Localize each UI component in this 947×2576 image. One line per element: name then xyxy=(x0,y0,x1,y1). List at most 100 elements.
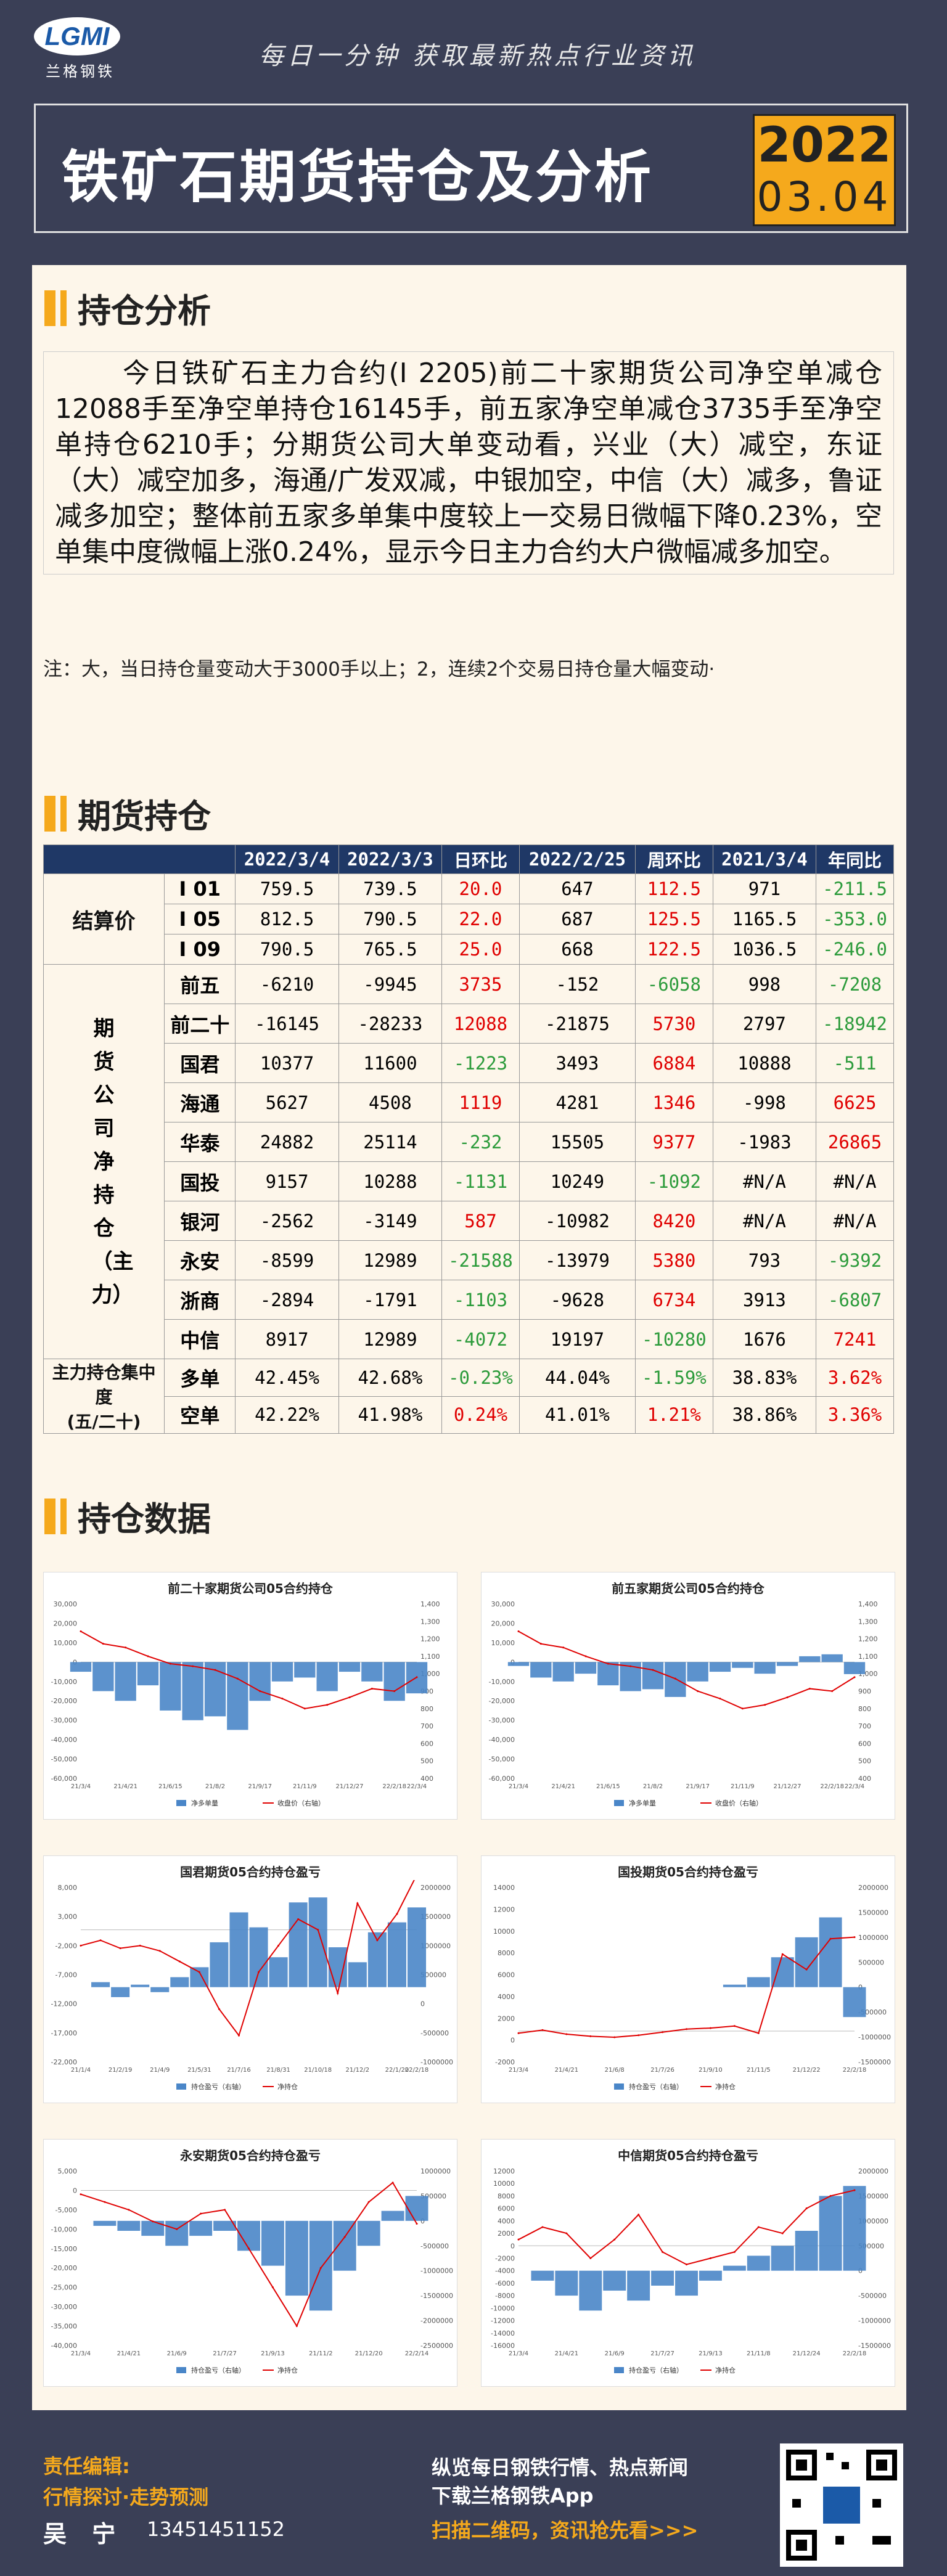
y-tick-label: -20,000 xyxy=(51,1697,77,1705)
series-bar xyxy=(776,1662,798,1666)
series-bar xyxy=(843,1987,866,2018)
series-point xyxy=(169,1662,171,1665)
column-header: 2022/3/4 xyxy=(235,844,339,874)
series-point xyxy=(343,2236,346,2238)
series-bar xyxy=(771,2246,794,2271)
series-bar xyxy=(361,1662,383,1682)
series-bar xyxy=(141,2220,165,2236)
qr-code[interactable] xyxy=(780,2443,903,2567)
section-title: 持仓数据 xyxy=(78,1500,211,1539)
series-point xyxy=(356,1902,359,1905)
y2-tick-label: -1000000 xyxy=(858,2317,891,2325)
table-cell: 10288 xyxy=(338,1161,443,1201)
footer-cta-link[interactable]: 扫描二维码，资讯抢先看>>> xyxy=(432,2519,699,2542)
y-tick-label: -50,000 xyxy=(51,1756,77,1764)
analysis-paragraph: 今日铁矿石主力合约(I 2205)前二十家期货公司净空单减仓12088手至净空单… xyxy=(43,351,894,574)
series-bar xyxy=(111,1987,130,1997)
y-tick-label: -20,000 xyxy=(51,2264,77,2272)
y-tick-label: -14000 xyxy=(491,2329,515,2337)
x-tick-label: 22/2/18 xyxy=(405,2067,429,2074)
series-point xyxy=(326,1704,329,1706)
legend-label: 净持仓 xyxy=(715,2366,736,2374)
y-tick-label: -8000 xyxy=(495,2292,515,2300)
series-point xyxy=(376,1939,379,1942)
series-bar xyxy=(552,1662,574,1682)
series-point xyxy=(853,1676,856,1678)
table-cell: 739.5 xyxy=(338,873,443,904)
series-point xyxy=(218,2008,220,2010)
date-box: 2022 03.04 xyxy=(753,114,896,226)
table-cell: -211.5 xyxy=(816,873,894,904)
series-point xyxy=(125,1646,127,1649)
y2-tick-label: 2000000 xyxy=(420,1884,451,1892)
series-bar xyxy=(170,1977,189,1987)
chart-card: 国君期货05合约持仓盈亏 8,000 3,000 -2,000 -7,000 -12,00… xyxy=(43,1855,457,2103)
table-cell: 812.5 xyxy=(235,904,339,934)
table-cell: 998 xyxy=(712,964,817,1004)
table-cell: -8599 xyxy=(235,1240,339,1280)
series-point xyxy=(248,2247,250,2250)
x-tick-label: 21/9/10 xyxy=(699,2067,723,2074)
table-cell: -152 xyxy=(519,964,636,1004)
table-cell: -9628 xyxy=(519,1280,636,1320)
x-tick-label: 21/2/19 xyxy=(109,2067,133,2074)
y2-tick-label: 500000 xyxy=(858,1958,884,1966)
series-bar xyxy=(597,1662,619,1686)
y-tick-label: -15,000 xyxy=(51,2245,77,2253)
table-cell: -4072 xyxy=(441,1319,520,1359)
series-point xyxy=(281,1698,284,1700)
legend-label: 净持仓 xyxy=(277,2366,298,2374)
y-tick-label: 10,000 xyxy=(54,1639,78,1647)
table-cell: 125.5 xyxy=(634,904,713,934)
series-point xyxy=(613,2238,616,2241)
legend-swatch xyxy=(614,2367,624,2373)
series-bar xyxy=(530,1662,552,1678)
y-tick-label: 8,000 xyxy=(58,1884,78,1892)
chart-svg: 5,000 0 -5,000 -10,000 -15,000 -20,000 -25,000… xyxy=(51,2167,453,2374)
y2-tick-label: 1500000 xyxy=(858,1908,888,1916)
series-point xyxy=(637,2034,640,2037)
section-marker xyxy=(44,1498,55,1534)
table-cell: 42.68% xyxy=(338,1359,443,1397)
y2-tick-label: 2000000 xyxy=(858,2167,888,2175)
table-cell: 19197 xyxy=(519,1319,636,1359)
y-tick-label: 0 xyxy=(510,2037,515,2045)
table-cell: 4508 xyxy=(338,1082,443,1122)
logo-badge: LGMI xyxy=(34,17,120,55)
footer-promo-1: 纵览每日钢铁行情、热点新闻 xyxy=(432,2456,689,2479)
qr-code-graphic xyxy=(786,2450,897,2561)
series-bar xyxy=(316,1662,338,1691)
y2-tick-label: -1000000 xyxy=(858,2034,891,2042)
table-cell: -1092 xyxy=(634,1161,713,1201)
section-title: 期货持仓 xyxy=(78,797,211,836)
y2-tick-label: 1500000 xyxy=(420,1913,451,1921)
table-cell: 3493 xyxy=(519,1043,636,1083)
y2-tick-label: -1500000 xyxy=(858,2058,891,2066)
series-point xyxy=(613,2036,616,2038)
series-bar xyxy=(309,2220,332,2311)
table-cell: 15505 xyxy=(519,1122,636,1162)
y-tick-label: -60,000 xyxy=(489,1775,515,1783)
y-tick-label: 20,000 xyxy=(491,1619,515,1627)
table-cell: -2562 xyxy=(235,1201,339,1241)
series-point xyxy=(805,2207,808,2210)
table-row: 浙商 -2894 -1791 -1103 -9628 6734 3913 -6807 xyxy=(44,1280,894,1320)
series-line xyxy=(80,1875,417,2037)
table-cell: #N/A xyxy=(816,1201,894,1241)
series-point xyxy=(371,1687,373,1690)
table-cell: 华泰 xyxy=(163,1122,236,1162)
column-header: 2021/3/4 xyxy=(712,844,817,874)
x-tick-label: 21/7/16 xyxy=(227,2067,251,2074)
y-tick-label: 2000 xyxy=(498,2014,515,2022)
series-bar xyxy=(182,1662,203,1720)
y-tick-label: -30,000 xyxy=(51,2303,77,2311)
table-cell: 38.86% xyxy=(712,1396,817,1434)
series-point xyxy=(392,2181,394,2184)
x-tick-label: 22/3/4 xyxy=(407,1783,427,1790)
x-tick-label: 21/3/4 xyxy=(71,2350,91,2357)
x-tick-label: 21/6/9 xyxy=(167,2350,187,2357)
x-tick-label: 22/2/18 xyxy=(382,1783,406,1790)
series-bar xyxy=(795,1937,818,1987)
series-bar xyxy=(821,1654,843,1662)
net-position-group-label: 期货公司净持仓（主力） xyxy=(43,964,165,1359)
